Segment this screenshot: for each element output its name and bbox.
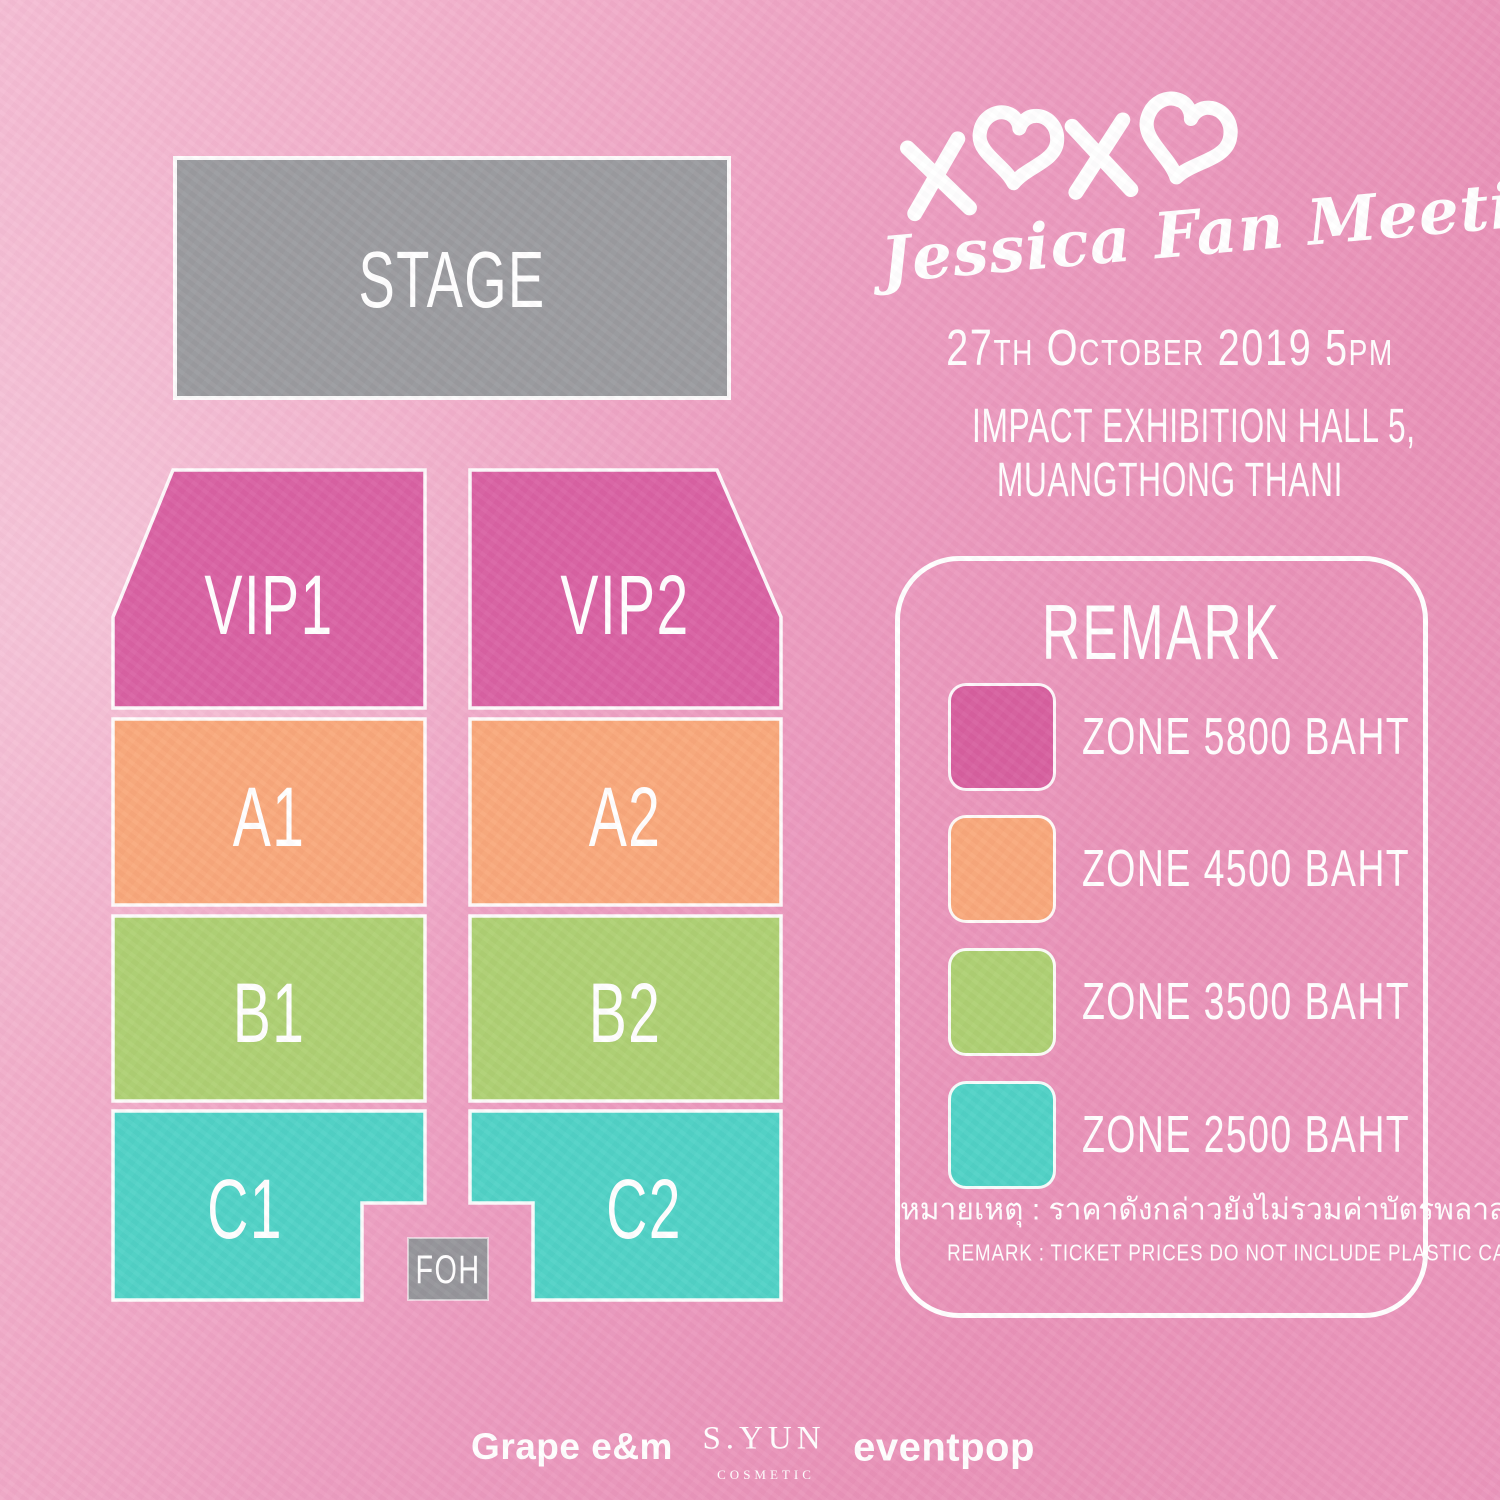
remark-title: REMARK — [1041, 588, 1282, 676]
legend-label-4500: ZONE 4500 BAHT — [1082, 840, 1411, 898]
zone-c2-label: C2 — [606, 1163, 682, 1257]
zone-c1 — [111, 1109, 427, 1302]
zone-a1 — [111, 717, 427, 907]
zone-b2 — [468, 914, 783, 1103]
remark-panel: REMARK ZONE 5800 BAHT ZONE 4500 BAHT ZON… — [895, 556, 1500, 1318]
zone-b1-label: B1 — [233, 967, 306, 1061]
zone-b1 — [111, 914, 427, 1103]
xoxo-logo — [900, 91, 1238, 222]
sponsor-syun-sub-label: COSMETIC — [717, 1467, 815, 1482]
legend-label-2500: ZONE 2500 BAHT — [1082, 1106, 1411, 1164]
zone-c1-label: C1 — [207, 1163, 283, 1257]
venue-line-1: IMPACT EXHIBITION HALL 5, — [972, 400, 1416, 453]
sponsor-syun-logo: S.YUN — [702, 1420, 826, 1457]
legend-label-5800: ZONE 5800 BAHT — [1082, 708, 1411, 766]
event-date: 27th October 2019 5pm — [946, 319, 1394, 376]
stage-label: STAGE — [358, 236, 545, 325]
legend-label-3500: ZONE 3500 BAHT — [1082, 973, 1411, 1031]
zone-a2-label: A2 — [589, 771, 662, 865]
legend-swatch-4500 — [948, 815, 1056, 923]
remark-note-thai: หมายเหตุ : ราคาดังกล่าวยังไม่รวมค่าบัตรพ… — [900, 1193, 1500, 1227]
sponsor-grape-logo: Grape e&m — [471, 1426, 673, 1467]
legend-swatch-2500 — [948, 1081, 1056, 1189]
zone-vip1 — [111, 468, 427, 710]
legend-swatch-5800 — [948, 683, 1056, 791]
heart-icon — [972, 105, 1065, 191]
x-icon — [1064, 112, 1139, 200]
stage-block — [173, 156, 731, 400]
foh-label: FOH — [415, 1247, 480, 1292]
zone-a1-label: A1 — [233, 771, 306, 865]
zone-a2 — [468, 717, 783, 907]
x-icon — [900, 131, 977, 222]
zone-b2-label: B2 — [589, 967, 662, 1061]
remark-note-english: REMARK : TICKET PRICES DO NOT INCLUDE PL… — [947, 1239, 1500, 1266]
legend-swatch-3500 — [948, 948, 1056, 1056]
zone-vip2-label: VIP2 — [560, 559, 689, 653]
foh-block — [407, 1237, 489, 1301]
zone-c2 — [468, 1109, 783, 1302]
sponsor-eventpop-logo: eventpop — [853, 1425, 1035, 1470]
venue-line-2: MUANGTHONG THANI — [996, 454, 1344, 507]
zone-vip2 — [468, 468, 783, 710]
event-venue: IMPACT EXHIBITION HALL 5, MUANGTHONG THA… — [972, 400, 1416, 508]
zone-vip1-label: VIP1 — [204, 559, 333, 653]
heart-icon — [1139, 91, 1238, 185]
